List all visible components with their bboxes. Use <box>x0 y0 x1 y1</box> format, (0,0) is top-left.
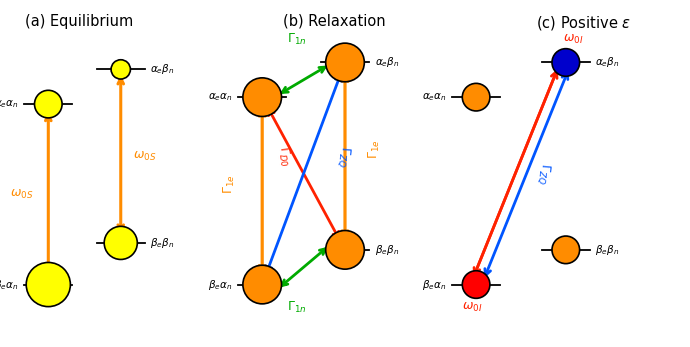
Ellipse shape <box>26 262 70 307</box>
Text: $\omega_{0I}$: $\omega_{0I}$ <box>462 301 483 314</box>
Text: (b) Relaxation: (b) Relaxation <box>284 14 386 29</box>
Text: $\Gamma_{1n}$: $\Gamma_{1n}$ <box>287 32 306 48</box>
Text: $\beta_e\beta_n$: $\beta_e\beta_n$ <box>375 243 399 257</box>
Ellipse shape <box>111 60 130 79</box>
Text: $\beta_e\alpha_n$: $\beta_e\alpha_n$ <box>208 278 233 291</box>
Text: $\omega_{0S}$: $\omega_{0S}$ <box>133 150 157 163</box>
Ellipse shape <box>104 226 137 260</box>
Text: $\Gamma_{1e}$: $\Gamma_{1e}$ <box>366 139 382 159</box>
Text: $\beta_e\alpha_n$: $\beta_e\alpha_n$ <box>422 278 446 291</box>
Text: $\alpha_e\alpha_n$: $\alpha_e\alpha_n$ <box>422 91 446 103</box>
Text: $\omega_{0S}$: $\omega_{0S}$ <box>10 188 34 201</box>
Text: $\beta_e\beta_n$: $\beta_e\beta_n$ <box>595 243 620 257</box>
Ellipse shape <box>326 43 364 82</box>
Text: $\alpha_e\beta_n$: $\alpha_e\beta_n$ <box>150 62 175 76</box>
Ellipse shape <box>552 49 580 76</box>
Ellipse shape <box>462 83 490 111</box>
Text: $\beta_e\alpha_n$: $\beta_e\alpha_n$ <box>0 278 19 291</box>
Text: $\alpha_e\alpha_n$: $\alpha_e\alpha_n$ <box>0 98 19 110</box>
Text: (c) Positive $\epsilon$: (c) Positive $\epsilon$ <box>535 14 631 32</box>
Ellipse shape <box>243 265 282 304</box>
Text: $\omega_{0I}$: $\omega_{0I}$ <box>562 33 583 46</box>
Text: $\Gamma_{1n}$: $\Gamma_{1n}$ <box>287 299 306 315</box>
Text: (a) Equilibrium: (a) Equilibrium <box>26 14 133 29</box>
Ellipse shape <box>462 271 490 298</box>
Text: $\Gamma_{D0}$: $\Gamma_{D0}$ <box>275 145 293 168</box>
Text: $\alpha_e\beta_n$: $\alpha_e\beta_n$ <box>375 56 399 69</box>
Text: $\alpha_e\alpha_n$: $\alpha_e\alpha_n$ <box>208 91 233 103</box>
Ellipse shape <box>34 90 62 118</box>
Ellipse shape <box>326 230 364 269</box>
Text: $\alpha_e\beta_n$: $\alpha_e\beta_n$ <box>595 56 620 69</box>
Ellipse shape <box>243 78 282 117</box>
Ellipse shape <box>552 236 580 264</box>
Text: $\beta_e\beta_n$: $\beta_e\beta_n$ <box>150 236 175 250</box>
Text: $\Gamma_{ZQ}$: $\Gamma_{ZQ}$ <box>335 145 353 168</box>
Text: $\Gamma_{1e}$: $\Gamma_{1e}$ <box>221 174 237 194</box>
Text: $\Gamma_{ZQ}$: $\Gamma_{ZQ}$ <box>535 162 553 185</box>
